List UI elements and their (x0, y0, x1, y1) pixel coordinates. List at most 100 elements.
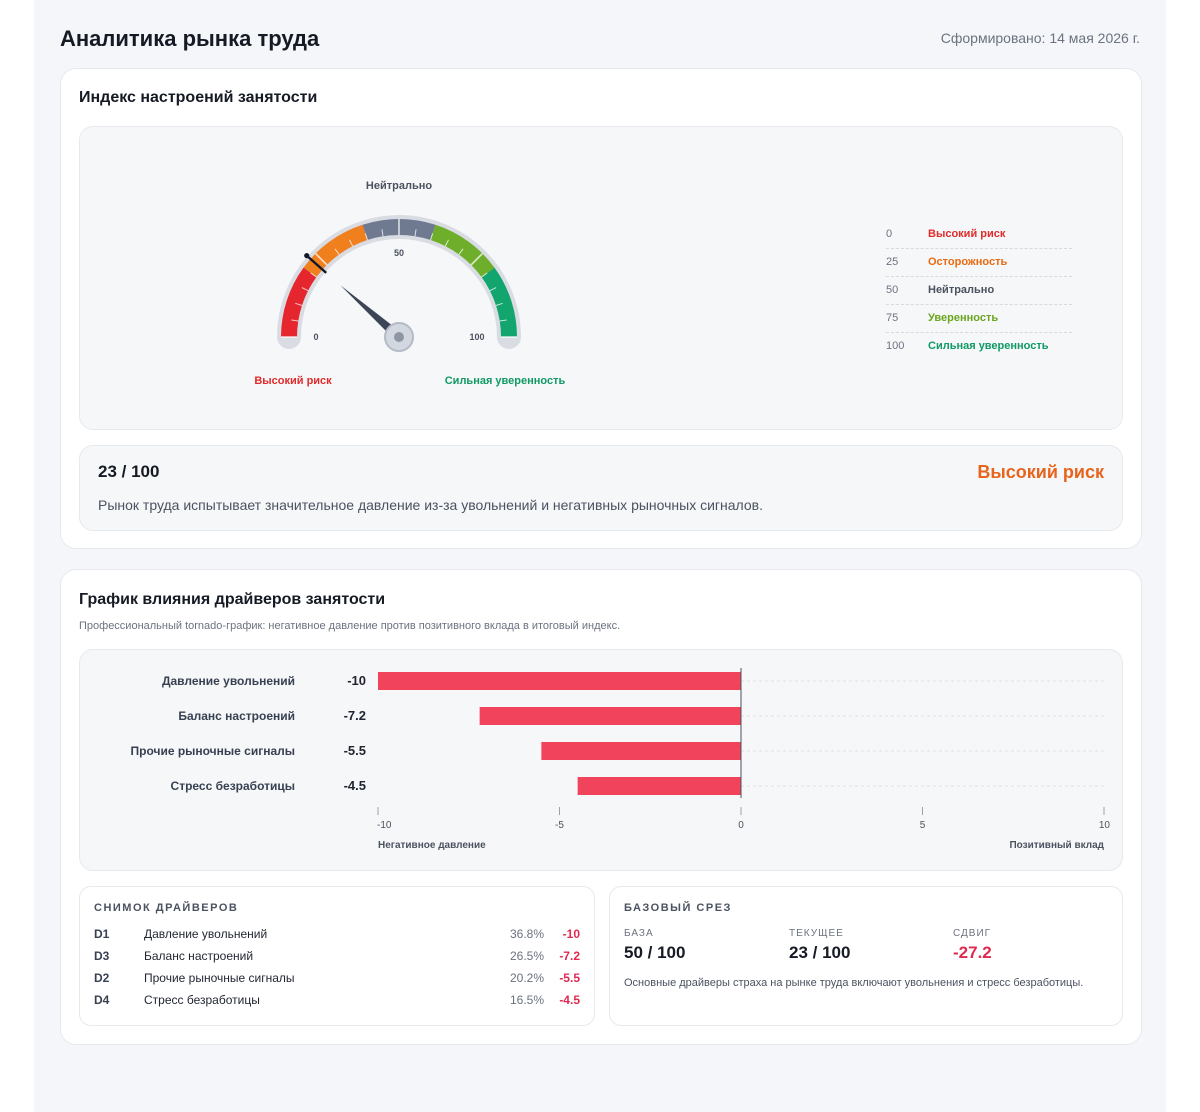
gauge-tick (499, 319, 507, 322)
gauge-hub-center (394, 332, 404, 342)
current-value: 23 / 100 (789, 943, 851, 962)
chart-axis: -10 -5 0 5 10 (377, 668, 1110, 831)
gauge-needle-pointer (340, 285, 403, 341)
legend-label: Нейтрально (928, 284, 995, 296)
generated-date: Сформировано: 14 мая 2026 г. (940, 30, 1140, 46)
gauge-segment (481, 267, 517, 338)
snapshot-row: D2 Прочие рыночные сигналы 20.2% -5.5 (94, 968, 580, 988)
legend-row: 50 Нейтрально (886, 277, 1072, 305)
sentiment-index-title: Индекс настроений занятости (79, 89, 318, 106)
gauge-tick (481, 272, 488, 278)
score-description: Рынок труда испытывает значительное давл… (98, 497, 763, 513)
gauge-tick (489, 287, 497, 292)
driver-id: D4 (94, 993, 110, 1007)
legend-row: 100 Сильная уверенность (886, 333, 1072, 361)
driver-share: 26.5% (509, 949, 544, 963)
legend-label: Высокий риск (928, 228, 1006, 240)
gauge-needle (304, 253, 403, 341)
driver-id: D1 (94, 927, 110, 941)
chart-bars: Давление увольнений -10 Баланс настроений -… (130, 672, 741, 795)
x-tick-label: 10 (1099, 820, 1111, 831)
legend-label: Сильная уверенность (928, 340, 1049, 352)
bar (541, 742, 741, 760)
gauge-tick (470, 252, 484, 266)
base-label: БАЗА (624, 928, 654, 939)
page-title: Аналитика рынка труда (60, 26, 320, 51)
driver-id: D2 (94, 971, 110, 985)
gauge-left-caption: Высокий риск (254, 375, 332, 387)
drivers-subtitle: Профессиональный tornado-график: негатив… (79, 620, 621, 632)
gauge-tick (444, 239, 449, 247)
shift-value: -27.2 (953, 943, 992, 962)
driver-id: D3 (94, 949, 110, 963)
axis-right-label: Позитивный вклад (1009, 840, 1104, 851)
gauge-tick (414, 229, 417, 237)
gauge-segment (303, 224, 368, 278)
legend-value: 25 (886, 256, 899, 268)
x-tick-label: 5 (920, 820, 926, 831)
gauge-tick (349, 239, 354, 247)
legend-label: Уверенность (928, 312, 999, 324)
legend-row: 75 Уверенность (886, 305, 1072, 333)
gauge-tick (314, 252, 328, 266)
driver-name: Баланс настроений (144, 949, 254, 963)
gauge-tick (310, 272, 317, 278)
legend-value: 75 (886, 312, 899, 324)
drivers-card: График влияния драйверов занятости Профе… (60, 569, 1142, 1045)
tornado-panel: Давление увольнений -10 Баланс настроений -… (79, 649, 1123, 871)
baseline-description: Основные драйверы страха на рынке труда … (624, 977, 1084, 989)
gauge-tick (291, 319, 299, 322)
gauge-tick (301, 287, 309, 292)
drivers-title: График влияния драйверов занятости (79, 591, 386, 608)
legend-row: 0 Высокий риск (886, 221, 1072, 249)
driver-name: Давление увольнений (144, 927, 268, 941)
gauge-segment (281, 267, 317, 338)
bar (577, 777, 741, 795)
driver-name: Прочие рыночные сигналы (144, 971, 295, 985)
driver-share: 16.5% (509, 993, 544, 1007)
gauge-max-label: 100 (469, 332, 484, 342)
category-label: Давление увольнений (162, 674, 295, 688)
snapshot-card: СНИМОК ДРАЙВЕРОВ D1 Давление увольнений … (79, 886, 595, 1026)
gauge-tick (364, 233, 368, 241)
x-tick-label: -5 (555, 820, 564, 831)
shift-label: СДВИГ (953, 928, 992, 939)
legend-value: 0 (886, 228, 893, 240)
driver-value: -10 (562, 927, 580, 941)
category-label: Прочие рыночные сигналы (130, 744, 295, 758)
gauge-tick (430, 233, 434, 241)
driver-share: 36.8% (509, 927, 544, 941)
driver-value: -7.2 (559, 949, 580, 963)
gauge-tick (458, 248, 464, 255)
bar-value-label: -4.5 (344, 778, 366, 793)
gauge-tick (495, 302, 503, 306)
driver-name: Стресс безработицы (144, 993, 260, 1007)
snapshot-title: СНИМОК ДРАЙВЕРОВ (94, 902, 239, 914)
gauge-mid-label: 50 (394, 248, 404, 258)
score-panel: 23 / 100 Высокий риск Рынок труда испыты… (79, 445, 1123, 531)
gauge-tick (334, 248, 340, 255)
gauge-value-marker-dot (304, 253, 310, 259)
gauge-top-label: Нейтрально (366, 180, 432, 192)
tornado-chart: Давление увольнений -10 Баланс настроений -… (130, 668, 1110, 851)
legend-value: 50 (886, 284, 899, 296)
bar-value-label: -10 (347, 673, 366, 688)
chart-grid (741, 680, 1104, 787)
bar (378, 672, 741, 690)
snapshot-row: D1 Давление увольнений 36.8% -10 (94, 924, 580, 944)
baseline-card: БАЗОВЫЙ СРЕЗ БАЗА 50 / 100 ТЕКУЩЕЕ 23 / … (609, 886, 1123, 1026)
gauge-panel: Нейтрально 0 50 100 Высокий риск Сильная… (79, 126, 1123, 430)
driver-share: 20.2% (509, 971, 544, 985)
category-label: Баланс настроений (178, 709, 295, 723)
page: Аналитика рынка труда Сформировано: 14 м… (34, 0, 1166, 1112)
driver-value: -5.5 (559, 971, 580, 985)
x-tick-label: 0 (738, 820, 744, 831)
x-tick-label: -10 (377, 820, 392, 831)
gauge-segment (430, 224, 495, 278)
snapshot-row: D3 Баланс настроений 26.5% -7.2 (94, 946, 580, 966)
base-value: 50 / 100 (624, 943, 686, 962)
gauge-arc (277, 215, 521, 349)
gauge-right-caption: Сильная уверенность (445, 375, 566, 387)
bar-value-label: -7.2 (344, 708, 366, 723)
score-value: 23 / 100 (98, 462, 160, 481)
